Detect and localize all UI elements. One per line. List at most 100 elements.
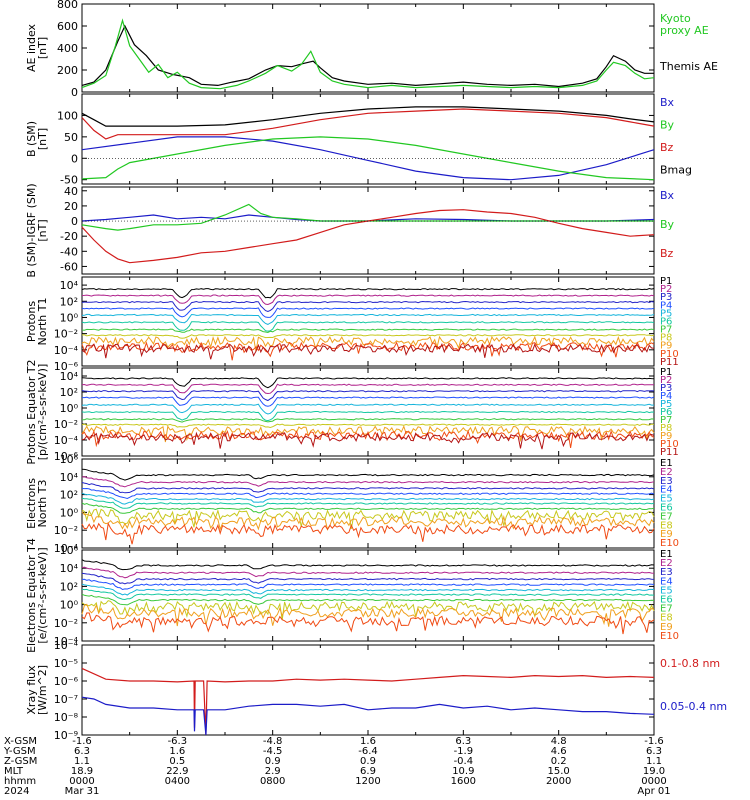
- ephemeris-value: 1.1: [74, 756, 90, 767]
- ephemeris-value: 0.9: [265, 756, 281, 767]
- legend-P7: P7: [660, 415, 672, 426]
- legend-E9: E9: [660, 529, 673, 540]
- ephemeris-value: 1.6: [169, 746, 185, 757]
- ephemeris-value: 22.9: [166, 766, 188, 777]
- y-tick-label: 10⁻²: [54, 328, 78, 341]
- legend-E8: E8: [660, 520, 673, 531]
- legend-P8: P8: [660, 333, 672, 344]
- series-line-P1: [81, 377, 655, 389]
- legend-E6: E6: [660, 503, 673, 514]
- y-axis-label-line: [p/(cm²-s-sr-keV)]: [36, 364, 49, 461]
- legend-entry-line: proxy AE: [660, 24, 709, 37]
- ephemeris-row-label: X-GSM: [4, 736, 37, 747]
- y-axis-label-line: Protons: [25, 301, 38, 342]
- ephemeris-value: 1.1: [646, 756, 662, 767]
- series-line-P2: [81, 294, 655, 306]
- ephemeris-value: -4.8: [263, 736, 283, 747]
- y-tick-label: 10⁶: [60, 544, 79, 557]
- legend-E10: E10: [660, 538, 679, 549]
- y-tick-label: 10⁻²: [54, 418, 78, 431]
- legend-E5: E5: [660, 585, 673, 596]
- legend-P2: P2: [660, 375, 672, 386]
- series-line-P7: [81, 328, 655, 334]
- plot-frame: [81, 3, 655, 93]
- y-tick-label: 50: [64, 131, 78, 144]
- series-line-P6: [81, 410, 655, 422]
- y-tick-label: 10⁶: [60, 453, 79, 466]
- ephemeris-value: 18.9: [71, 766, 93, 777]
- series-line-P5: [81, 313, 655, 325]
- ephemeris-value: 2.9: [265, 766, 281, 777]
- series-line-P11: [81, 431, 655, 450]
- ephemeris-value: 0800: [260, 776, 285, 787]
- legend-P2: P2: [660, 284, 672, 295]
- series-line-Bx: [81, 136, 655, 181]
- ephemeris-table: X-GSMY-GSMZ-GSMMLThhmm2024-1.66.31.118.9…: [3, 736, 671, 797]
- ephemeris-value: -1.9: [454, 746, 474, 757]
- y-axis-label-line: Electrons Equator T4: [25, 538, 38, 653]
- legend-entry: Bx: [660, 189, 675, 202]
- series-line-E3: [81, 572, 655, 585]
- legend-P5: P5: [660, 308, 672, 319]
- ephemeris-value: 19.0: [643, 766, 665, 777]
- y-axis-label-line: B (SM)-IGRF (SM): [25, 183, 38, 277]
- y-tick-label: 100: [57, 109, 78, 122]
- legend-entry: Kyoto proxy AE: [660, 12, 709, 37]
- y-tick-label: 10⁴: [60, 562, 79, 575]
- y-tick-label: 600: [57, 20, 78, 33]
- series-line-P2: [81, 383, 655, 395]
- y-axis-label-line: [e/(cm²-s-sr-keV)]: [36, 547, 49, 643]
- legend-P1: P1: [660, 367, 672, 378]
- legend-E2: E2: [660, 558, 673, 569]
- ephemeris-value: 1200: [355, 776, 380, 787]
- series-line-E7: [81, 593, 655, 606]
- y-axis-label-line: AE index: [25, 23, 38, 72]
- y-tick-label: 10⁴: [60, 370, 79, 383]
- ephemeris-value: 0000: [641, 776, 666, 787]
- y-tick-label: 10⁻⁴: [54, 344, 79, 357]
- y-tick-label: 10⁻⁸: [54, 711, 79, 724]
- y-tick-label: 10⁻²: [54, 524, 78, 537]
- legend-entry: 0.05-0.4 nm: [660, 700, 727, 713]
- legend-P6: P6: [660, 316, 672, 327]
- y-tick-label: 10⁻⁴: [54, 542, 79, 555]
- legend-E3: E3: [660, 476, 673, 487]
- y-axis-label-line: Xray flux: [25, 665, 38, 715]
- series-line-Kyoto-proxy-AE: [81, 18, 655, 90]
- y-tick-label: 10⁴: [60, 471, 79, 484]
- ephemeris-row-label: Z-GSM: [4, 756, 37, 767]
- series-line-E6: [81, 497, 655, 509]
- ephemeris-value: -6.3: [168, 736, 188, 747]
- y-tick-label: 10⁻⁴: [54, 635, 79, 648]
- y-axis-label-line: B (SM): [25, 121, 38, 157]
- series-line-Themis-AE: [81, 24, 654, 88]
- legend-entry-line: Bx: [660, 189, 675, 202]
- ephemeris-value: -1.6: [644, 736, 664, 747]
- y-tick-label: 0: [71, 215, 78, 228]
- ephemeris-value: 6.3: [455, 736, 471, 747]
- y-tick-label: 20: [64, 200, 78, 213]
- ephemeris-value: 10.9: [452, 766, 474, 777]
- series-line-E9: [81, 603, 655, 627]
- ephemeris-value: 0.5: [169, 756, 185, 767]
- legend-E1: E1: [660, 458, 673, 469]
- series-line-P8: [81, 334, 655, 339]
- series-line-0.05-0.4-nm: [81, 696, 655, 736]
- y-tick-label: 0: [71, 152, 78, 165]
- legend-P1: P1: [660, 276, 672, 287]
- legend-entry-line: Kyoto: [660, 12, 691, 25]
- y-axis-label: ProtonsNorth T1: [25, 298, 49, 346]
- legend-E4: E4: [660, 576, 673, 587]
- series-line-E1: [81, 559, 655, 571]
- series-line-By: [81, 136, 655, 181]
- y-tick-label: 10²: [60, 580, 78, 593]
- series-line-E10: [81, 612, 655, 635]
- ephemeris-row-label: Y-GSM: [3, 746, 36, 757]
- y-axis-label: ElectronsNorth T3: [25, 478, 49, 529]
- series-line-E4: [81, 487, 655, 500]
- legend-E8: E8: [660, 613, 673, 624]
- y-tick-label: 10⁻⁶: [54, 450, 79, 463]
- y-tick-label: 10⁻²: [54, 617, 78, 630]
- y-axis-label: AE index[nT]: [25, 23, 49, 72]
